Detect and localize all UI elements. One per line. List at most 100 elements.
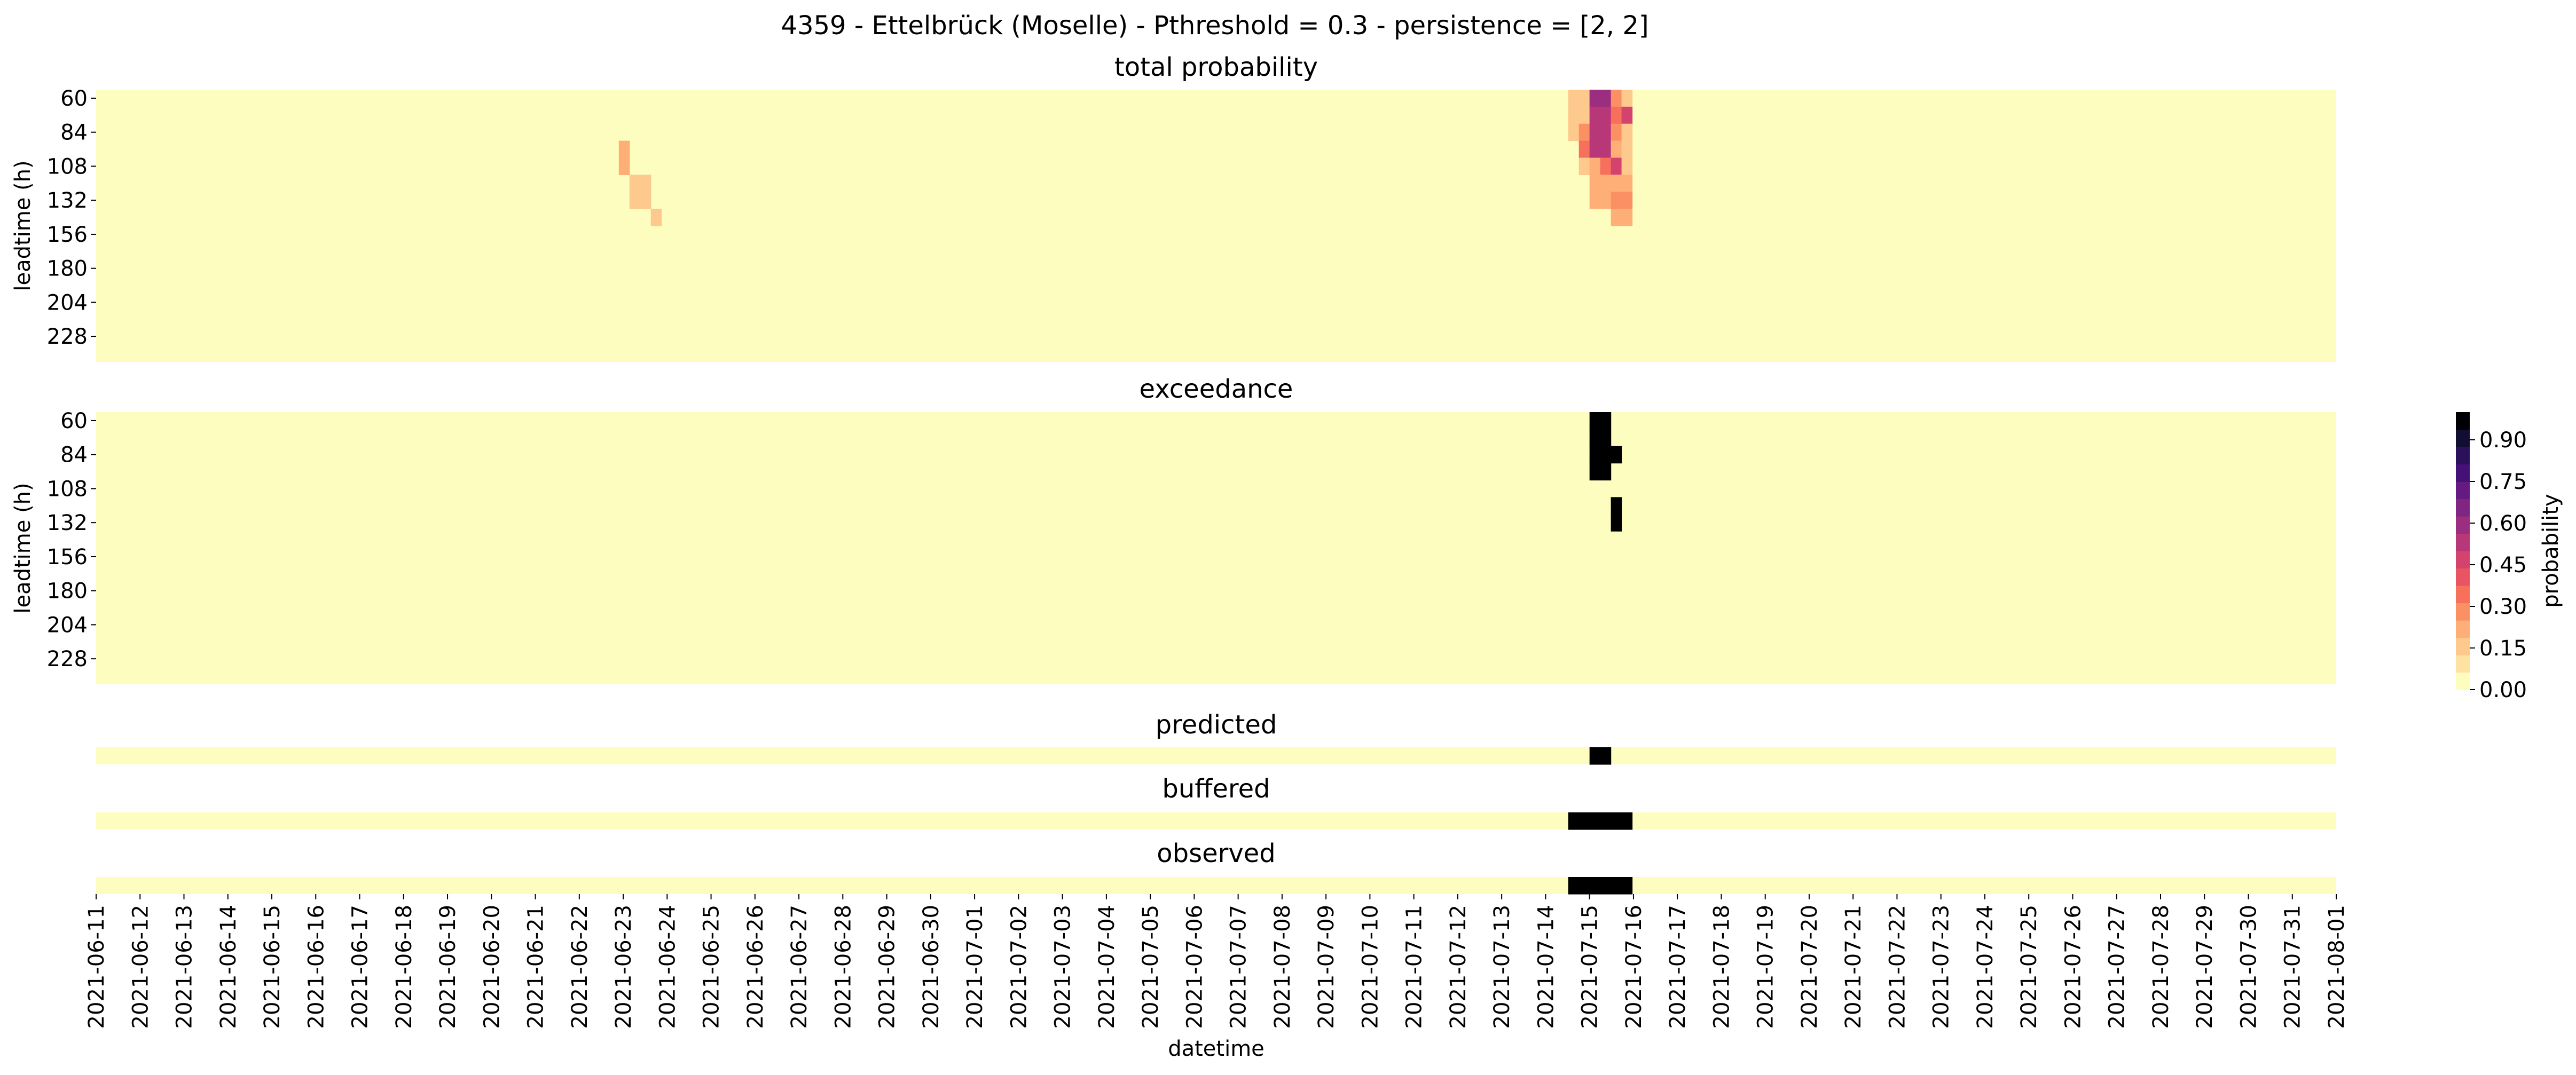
x-tick-label: 2021-07-19 (1754, 905, 1778, 1029)
colorbar-band (2456, 499, 2470, 517)
heatmap-cell (1568, 812, 1580, 830)
x-tick-label: 2021-07-24 (1973, 905, 1998, 1029)
x-tick-label: 2021-07-10 (1358, 905, 1383, 1029)
heatmap-cell (1611, 175, 1622, 192)
panel-title: total probability (1114, 52, 1318, 82)
colorbar-band (2456, 603, 2470, 621)
colorbar-band (2456, 672, 2470, 690)
y-tick-label: 204 (47, 613, 88, 637)
y-tick-label: 180 (47, 257, 88, 281)
colorbar-band (2456, 447, 2470, 465)
heatmap-cell (1600, 412, 1612, 430)
y-tick-label: 228 (47, 325, 88, 349)
y-tick-label: 180 (47, 579, 88, 604)
heatmap-cell (1600, 877, 1612, 895)
heatmap-cell (618, 157, 630, 175)
y-tick-label: 84 (60, 443, 88, 468)
heatmap-cell (1589, 106, 1601, 124)
heatmap-cell (1611, 106, 1622, 124)
x-tick-label: 2021-07-06 (1182, 905, 1207, 1029)
x-tick-label: 2021-06-16 (304, 905, 328, 1029)
heatmap-cell (1621, 175, 1633, 192)
x-tick-label: 2021-06-21 (524, 905, 548, 1029)
heatmap-cell (1611, 140, 1622, 159)
x-tick-label: 2021-07-01 (963, 905, 987, 1029)
heatmap-cell (1621, 192, 1633, 209)
heatmap-cell (1611, 812, 1622, 830)
x-tick-label: 2021-07-31 (2281, 905, 2305, 1029)
heatmap-cell (1600, 157, 1612, 175)
heatmap-panel-predicted: predicted (96, 710, 2336, 765)
heatmap-cell (1578, 812, 1590, 830)
heatmap-cell (1611, 90, 1622, 107)
heatmap-cell (1578, 140, 1590, 159)
heatmap-cell (1621, 140, 1633, 159)
heatmap-cell (1621, 106, 1633, 124)
x-tick-label: 2021-07-16 (1622, 905, 1646, 1029)
colorbar-band (2456, 533, 2470, 551)
heatmap-cell (1578, 106, 1590, 124)
x-tick-label: 2021-07-12 (1446, 905, 1471, 1029)
y-axis-label: leadtime (h) (11, 160, 35, 291)
heatmap-cell (618, 140, 630, 159)
x-tick-label: 2021-06-18 (392, 905, 417, 1029)
heatmap-cell (1578, 90, 1590, 107)
x-tick-label: 2021-07-17 (1666, 905, 1690, 1029)
heatmap-cell (1611, 192, 1622, 209)
y-tick-label: 204 (47, 290, 88, 315)
x-tick-label: 2021-07-29 (2193, 905, 2217, 1029)
heatmap-panel-buffered: buffered (96, 774, 2336, 830)
colorbar-tick-label: 0.60 (2479, 511, 2527, 536)
x-axis-label: datetime (1168, 1037, 1265, 1061)
x-tick-label: 2021-06-28 (831, 905, 855, 1029)
colorbar-band (2456, 620, 2470, 638)
heatmap-cell (1589, 463, 1601, 481)
x-tick-label: 2021-07-03 (1051, 905, 1075, 1029)
y-tick-label: 156 (47, 545, 88, 570)
colorbar-band (2456, 637, 2470, 655)
y-tick-label: 60 (60, 86, 88, 111)
colorbar-band (2456, 655, 2470, 673)
heatmap-panel-exceedance: exceedance leadtime (h) 60 84 108 132 156 180 20… (11, 374, 2336, 684)
y-axis-label: leadtime (h) (11, 483, 35, 613)
colorbar-band (2456, 429, 2470, 447)
heatmap-cell (1578, 123, 1590, 141)
heatmap-cell (650, 209, 662, 226)
x-tick-label: 2021-07-11 (1402, 905, 1427, 1029)
colorbar-band (2456, 586, 2470, 604)
x-tick-label: 2021-06-27 (787, 905, 812, 1029)
x-tick-label: 2021-07-23 (1929, 905, 1954, 1029)
heatmap-cell (1589, 877, 1601, 895)
heatmap-cell (1600, 192, 1612, 209)
colorbar-tick-label: 0.30 (2479, 595, 2527, 619)
x-tick-label: 2021-06-19 (436, 905, 460, 1029)
x-tick-label: 2021-06-24 (655, 905, 680, 1029)
heatmap-cell (1600, 140, 1612, 159)
colorbar-band (2456, 481, 2470, 500)
x-tick-label: 2021-07-20 (1797, 905, 1822, 1029)
heatmap-panel-observed: observed (96, 839, 2336, 895)
heatmap-cell (1589, 175, 1601, 192)
heatmap-cell (629, 175, 641, 192)
x-tick-label: 2021-07-02 (1007, 905, 1031, 1029)
heatmap-cell (1578, 157, 1590, 175)
heatmap-cell (1621, 90, 1633, 107)
x-tick-label: 2021-07-30 (2236, 905, 2261, 1029)
x-tick-label: 2021-07-14 (1534, 905, 1558, 1029)
x-tick-label: 2021-06-26 (743, 905, 768, 1029)
x-tick-label: 2021-07-13 (1490, 905, 1514, 1029)
heatmap-background (96, 812, 2336, 829)
y-tick-label: 156 (47, 223, 88, 247)
heatmap-cell (1621, 209, 1633, 226)
y-tick-label: 132 (47, 188, 88, 213)
heatmap-cell (1611, 446, 1622, 464)
heatmap-cell (1589, 90, 1601, 107)
x-tick-label: 2021-07-18 (1709, 905, 1734, 1029)
heatmap-cell (1568, 123, 1580, 141)
heatmap-cell (1621, 157, 1633, 175)
x-tick-label: 2021-07-21 (1841, 905, 1866, 1029)
x-tick-label: 2021-07-26 (2061, 905, 2085, 1029)
x-tick-label: 2021-07-05 (1138, 905, 1163, 1029)
heatmap-cell (640, 192, 651, 209)
heatmap-cell (1600, 446, 1612, 464)
